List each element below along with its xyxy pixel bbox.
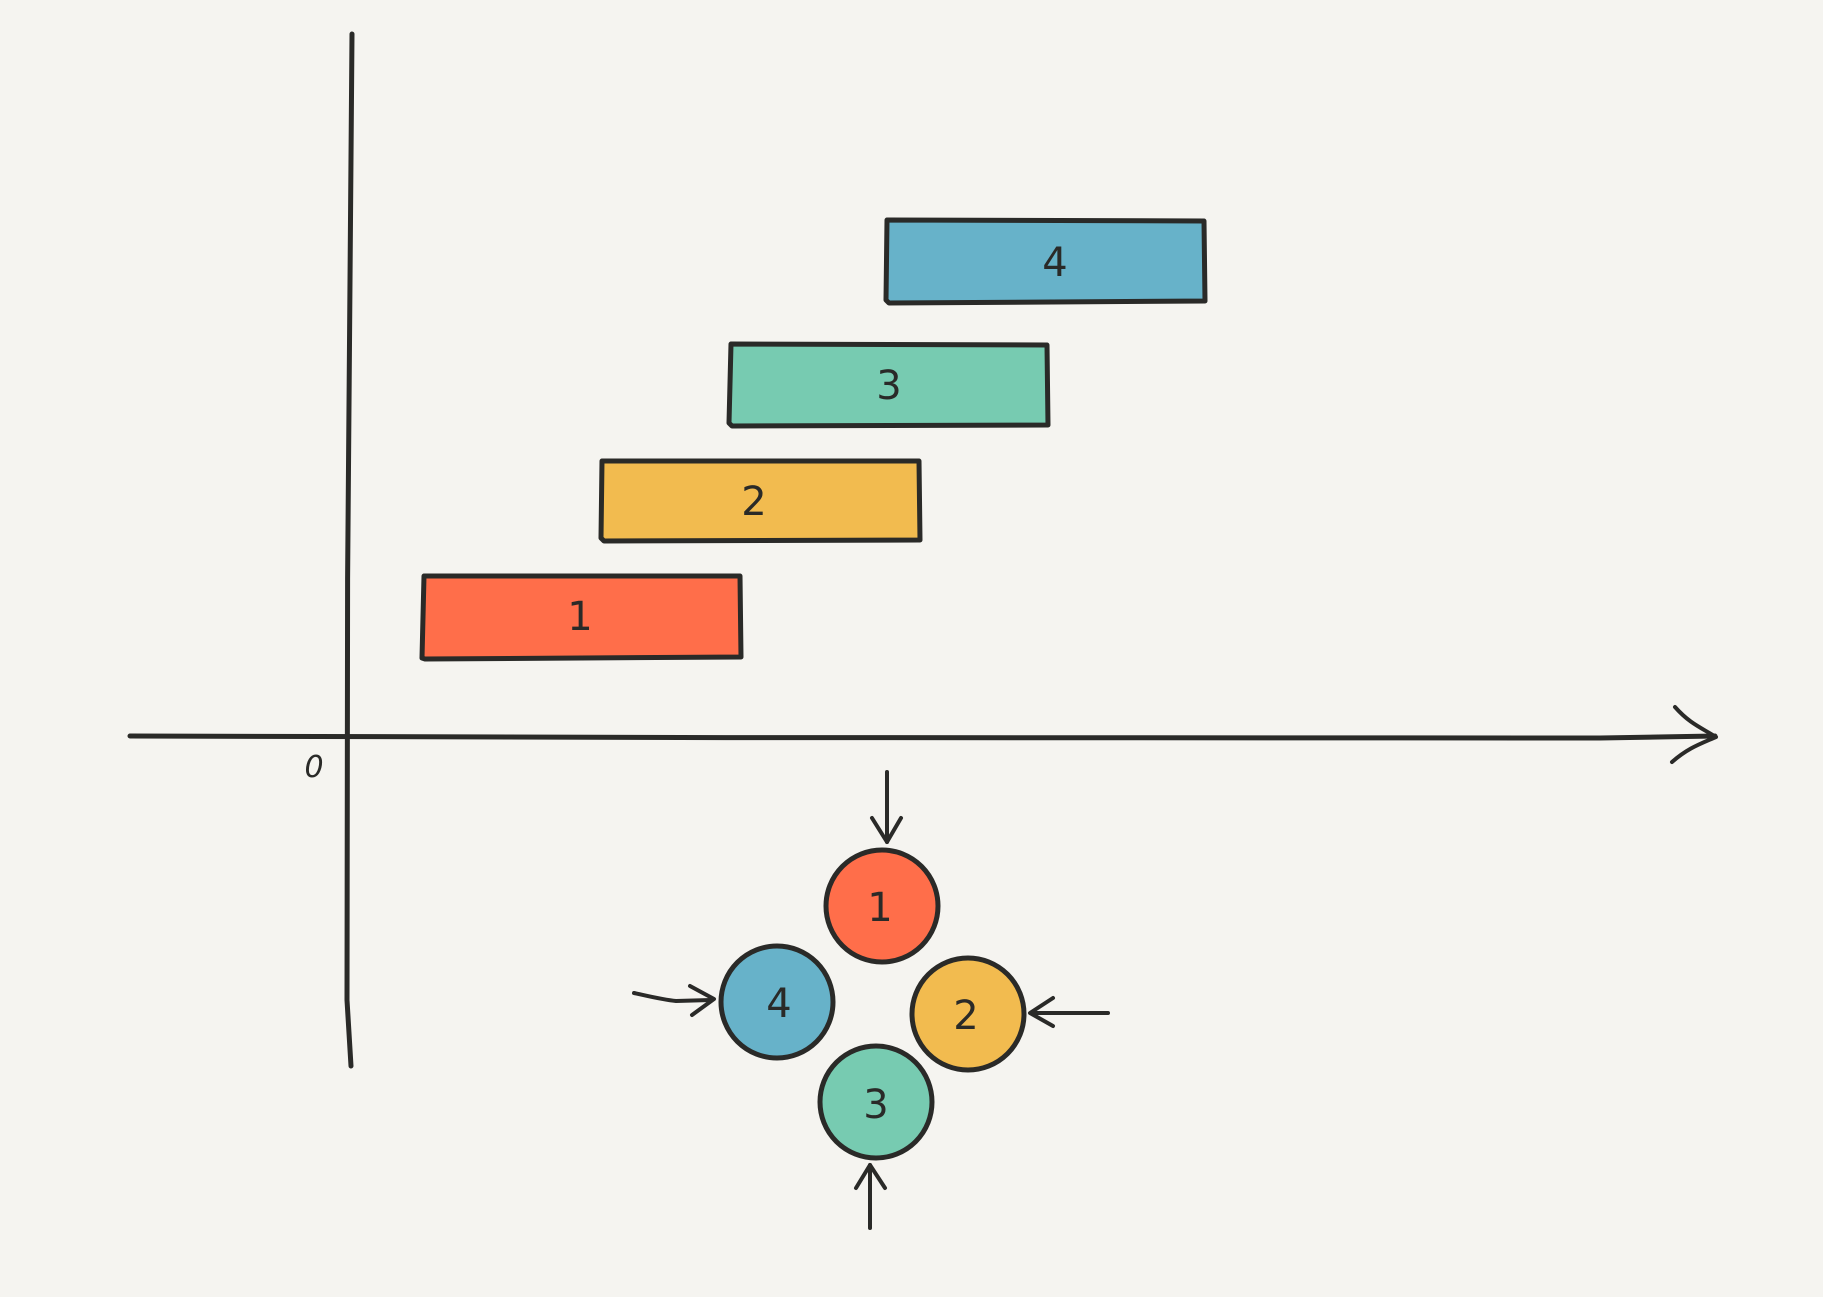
bar-3-label: 3 bbox=[876, 363, 901, 409]
circle-1-label: 1 bbox=[867, 885, 892, 931]
circle-3-shape bbox=[817, 1043, 935, 1161]
arrow-bottom-icon bbox=[854, 1163, 887, 1230]
circle-2-label: 2 bbox=[953, 993, 978, 1039]
circle-1-shape bbox=[823, 847, 941, 965]
arrow-right-icon bbox=[1028, 996, 1110, 1028]
x-axis-arrowhead-icon bbox=[1670, 705, 1718, 764]
circle-2-shape bbox=[909, 955, 1027, 1073]
bar-1-label: 1 bbox=[567, 594, 592, 640]
bar-2: 2 bbox=[598, 458, 923, 544]
bar-1-rect bbox=[419, 573, 744, 662]
arrow-top-icon bbox=[870, 770, 903, 844]
circle-4-shape bbox=[718, 943, 836, 1061]
y-axis bbox=[344, 31, 355, 1069]
bar-2-label: 2 bbox=[741, 479, 766, 525]
circle-3: 3 bbox=[817, 1043, 935, 1161]
bar-3-rect bbox=[726, 341, 1051, 429]
bar-4: 4 bbox=[883, 217, 1208, 306]
circle-1: 1 bbox=[823, 847, 941, 965]
bar-4-rect bbox=[883, 217, 1208, 306]
bar-3: 3 bbox=[726, 341, 1051, 429]
arrow-left-icon bbox=[632, 984, 716, 1017]
origin-label: 0 bbox=[304, 750, 323, 785]
bar-1: 1 bbox=[419, 573, 744, 662]
circle-4: 4 bbox=[718, 943, 836, 1061]
x-axis bbox=[127, 733, 1718, 741]
circle-3-label: 3 bbox=[863, 1082, 888, 1128]
bar-2-rect bbox=[598, 458, 923, 544]
circle-2: 2 bbox=[909, 955, 1027, 1073]
bar-4-label: 4 bbox=[1042, 240, 1067, 286]
circle-4-label: 4 bbox=[766, 981, 791, 1027]
